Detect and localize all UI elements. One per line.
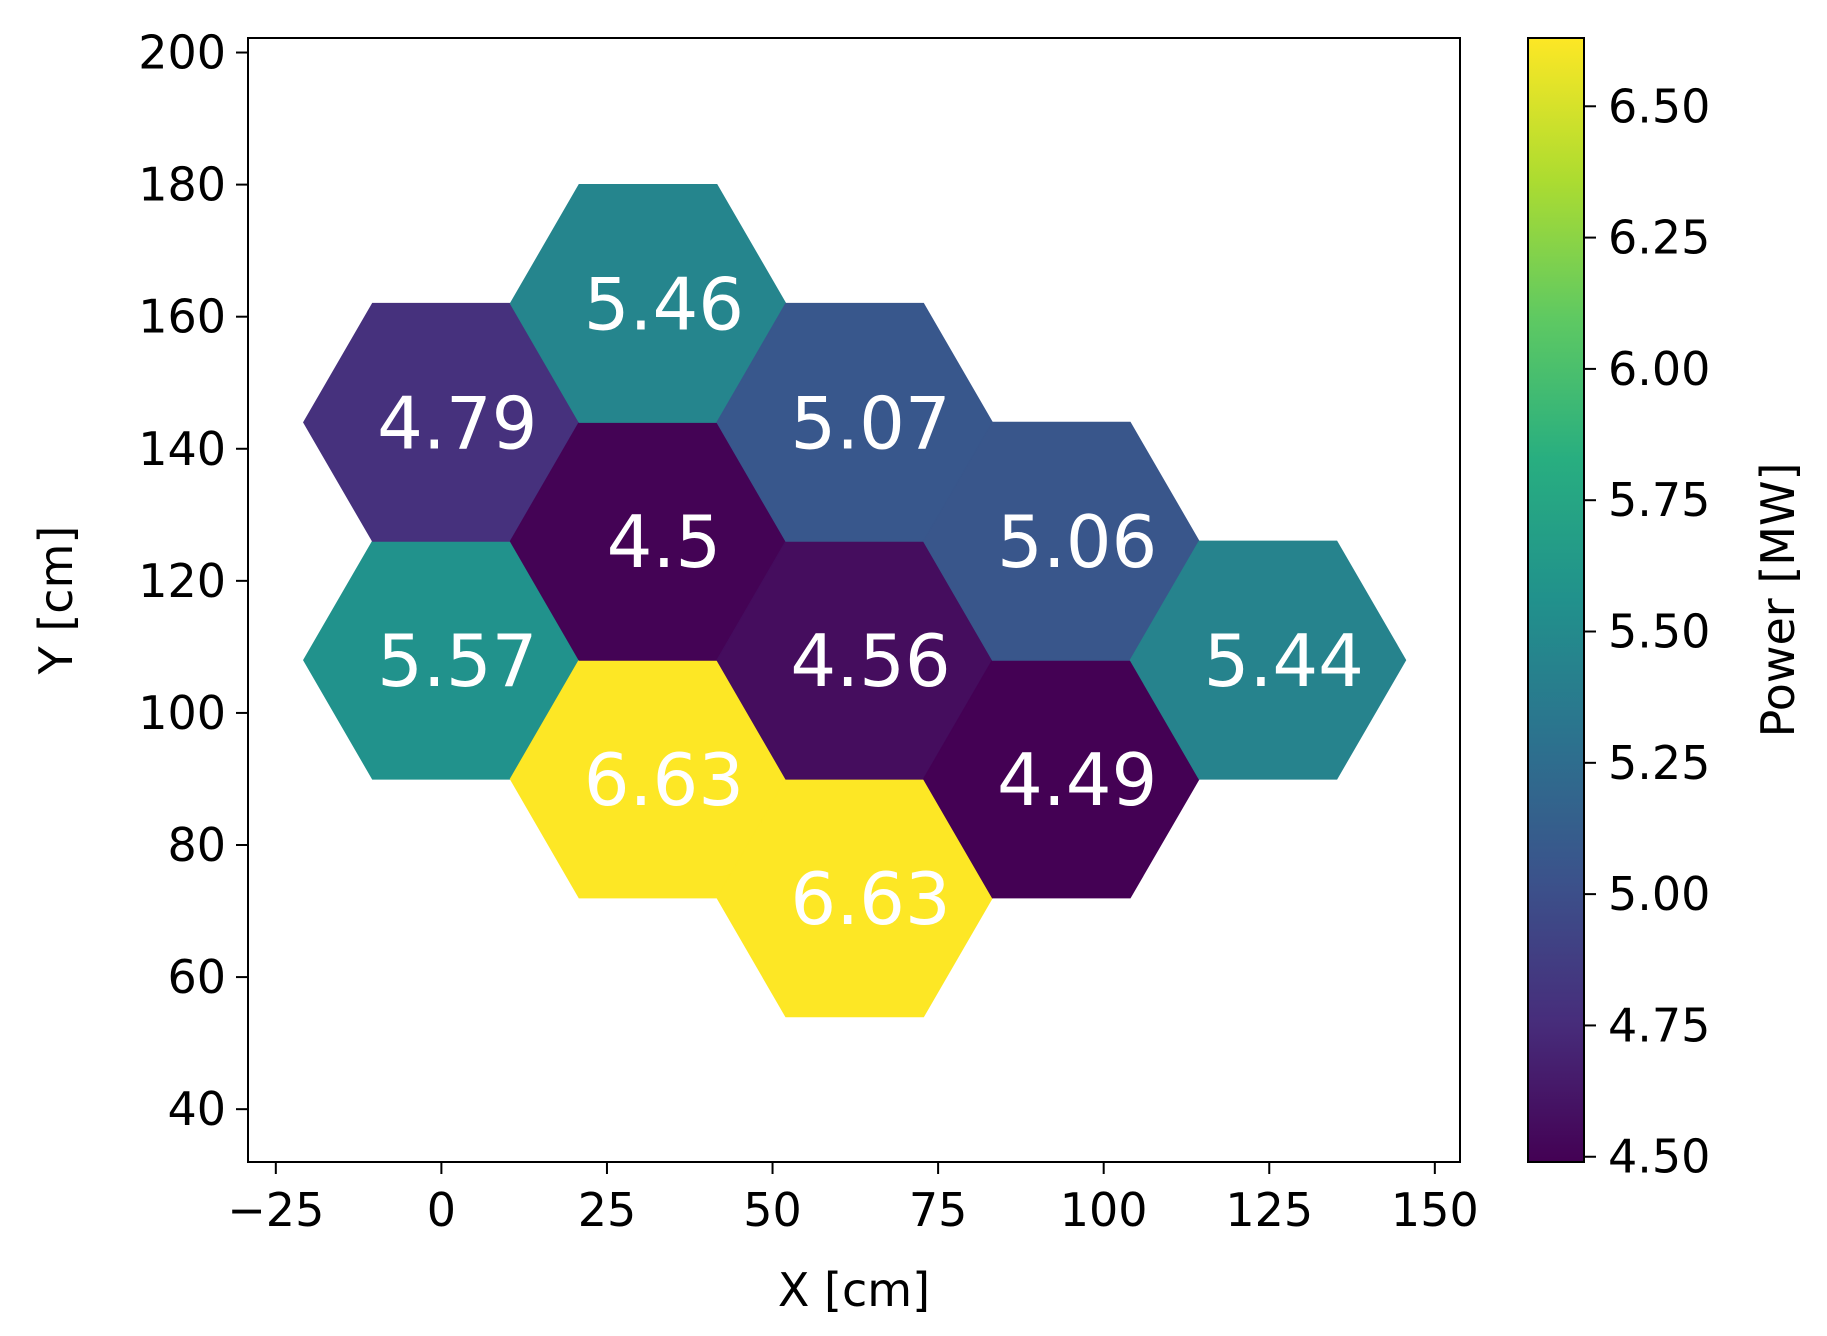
hex-labels: 5.57 4.79 6.63 4.5 5.46 6.63 4.56 5.07 4.49 5.06 5… [377, 262, 1364, 940]
colorbar-tick-label: 6.25 [1608, 211, 1710, 265]
y-tick-label: 160 [138, 290, 226, 344]
x-axis-ticks: −25 0 25 50 75 100 125 150 [227, 1162, 1479, 1237]
y-tick-label: 100 [138, 686, 226, 740]
plot-frame [247, 37, 1461, 1163]
hex-value-label: 5.06 [997, 500, 1157, 584]
hex-value-label: 5.57 [377, 619, 537, 703]
y-tick-label: 40 [167, 1082, 226, 1136]
y-tick-label: 120 [138, 554, 226, 608]
hex-value-label: 4.5 [607, 500, 722, 584]
hex-value-label: 6.63 [584, 738, 744, 822]
y-tick-label: 60 [167, 950, 226, 1004]
hex-value-label: 4.49 [997, 738, 1157, 822]
y-axis-label: Y [cm] [29, 526, 83, 676]
x-tick-label: 0 [427, 1183, 456, 1237]
colorbar-tick-label: 5.25 [1608, 736, 1710, 790]
hex-value-label: 5.46 [584, 262, 744, 346]
colorbar-tick-label: 4.75 [1608, 998, 1710, 1052]
colorbar [1527, 37, 1585, 1163]
hex-cells [303, 184, 1407, 1018]
hex-value-label: 4.79 [377, 381, 537, 465]
x-tick-label: 25 [578, 1183, 637, 1237]
hex-value-label: 4.56 [790, 619, 950, 703]
x-axis-label: X [cm] [778, 1263, 930, 1317]
colorbar-tick-label: 6.50 [1608, 79, 1710, 133]
colorbar-ticks: 4.50 4.75 5.00 5.25 5.50 5.75 6.00 6.25 6.50 [1584, 79, 1710, 1184]
x-tick-label: −25 [227, 1183, 324, 1237]
colorbar-label: Power [MW] [1751, 463, 1805, 738]
x-tick-label: 50 [743, 1183, 802, 1237]
hex-value-label: 6.63 [790, 857, 950, 941]
colorbar-tick-label: 5.75 [1608, 473, 1710, 527]
colorbar-tick-label: 5.50 [1608, 605, 1710, 659]
x-tick-label: 150 [1391, 1183, 1479, 1237]
y-tick-label: 80 [167, 818, 226, 872]
x-tick-label: 100 [1060, 1183, 1148, 1237]
x-tick-label: 75 [909, 1183, 968, 1237]
y-tick-label: 180 [138, 158, 226, 212]
hex-value-label: 5.07 [790, 381, 950, 465]
colorbar-tick-label: 6.00 [1608, 342, 1710, 396]
colorbar-tick-label: 4.50 [1608, 1130, 1710, 1184]
y-axis-ticks: 40 60 80 100 120 140 160 180 200 [138, 26, 248, 1136]
colorbar-tick-label: 5.00 [1608, 867, 1710, 921]
y-tick-label: 200 [138, 26, 226, 80]
y-tick-label: 140 [138, 422, 226, 476]
hex-value-label: 5.44 [1204, 619, 1364, 703]
x-tick-label: 125 [1225, 1183, 1313, 1237]
hex-cell [1129, 540, 1407, 780]
